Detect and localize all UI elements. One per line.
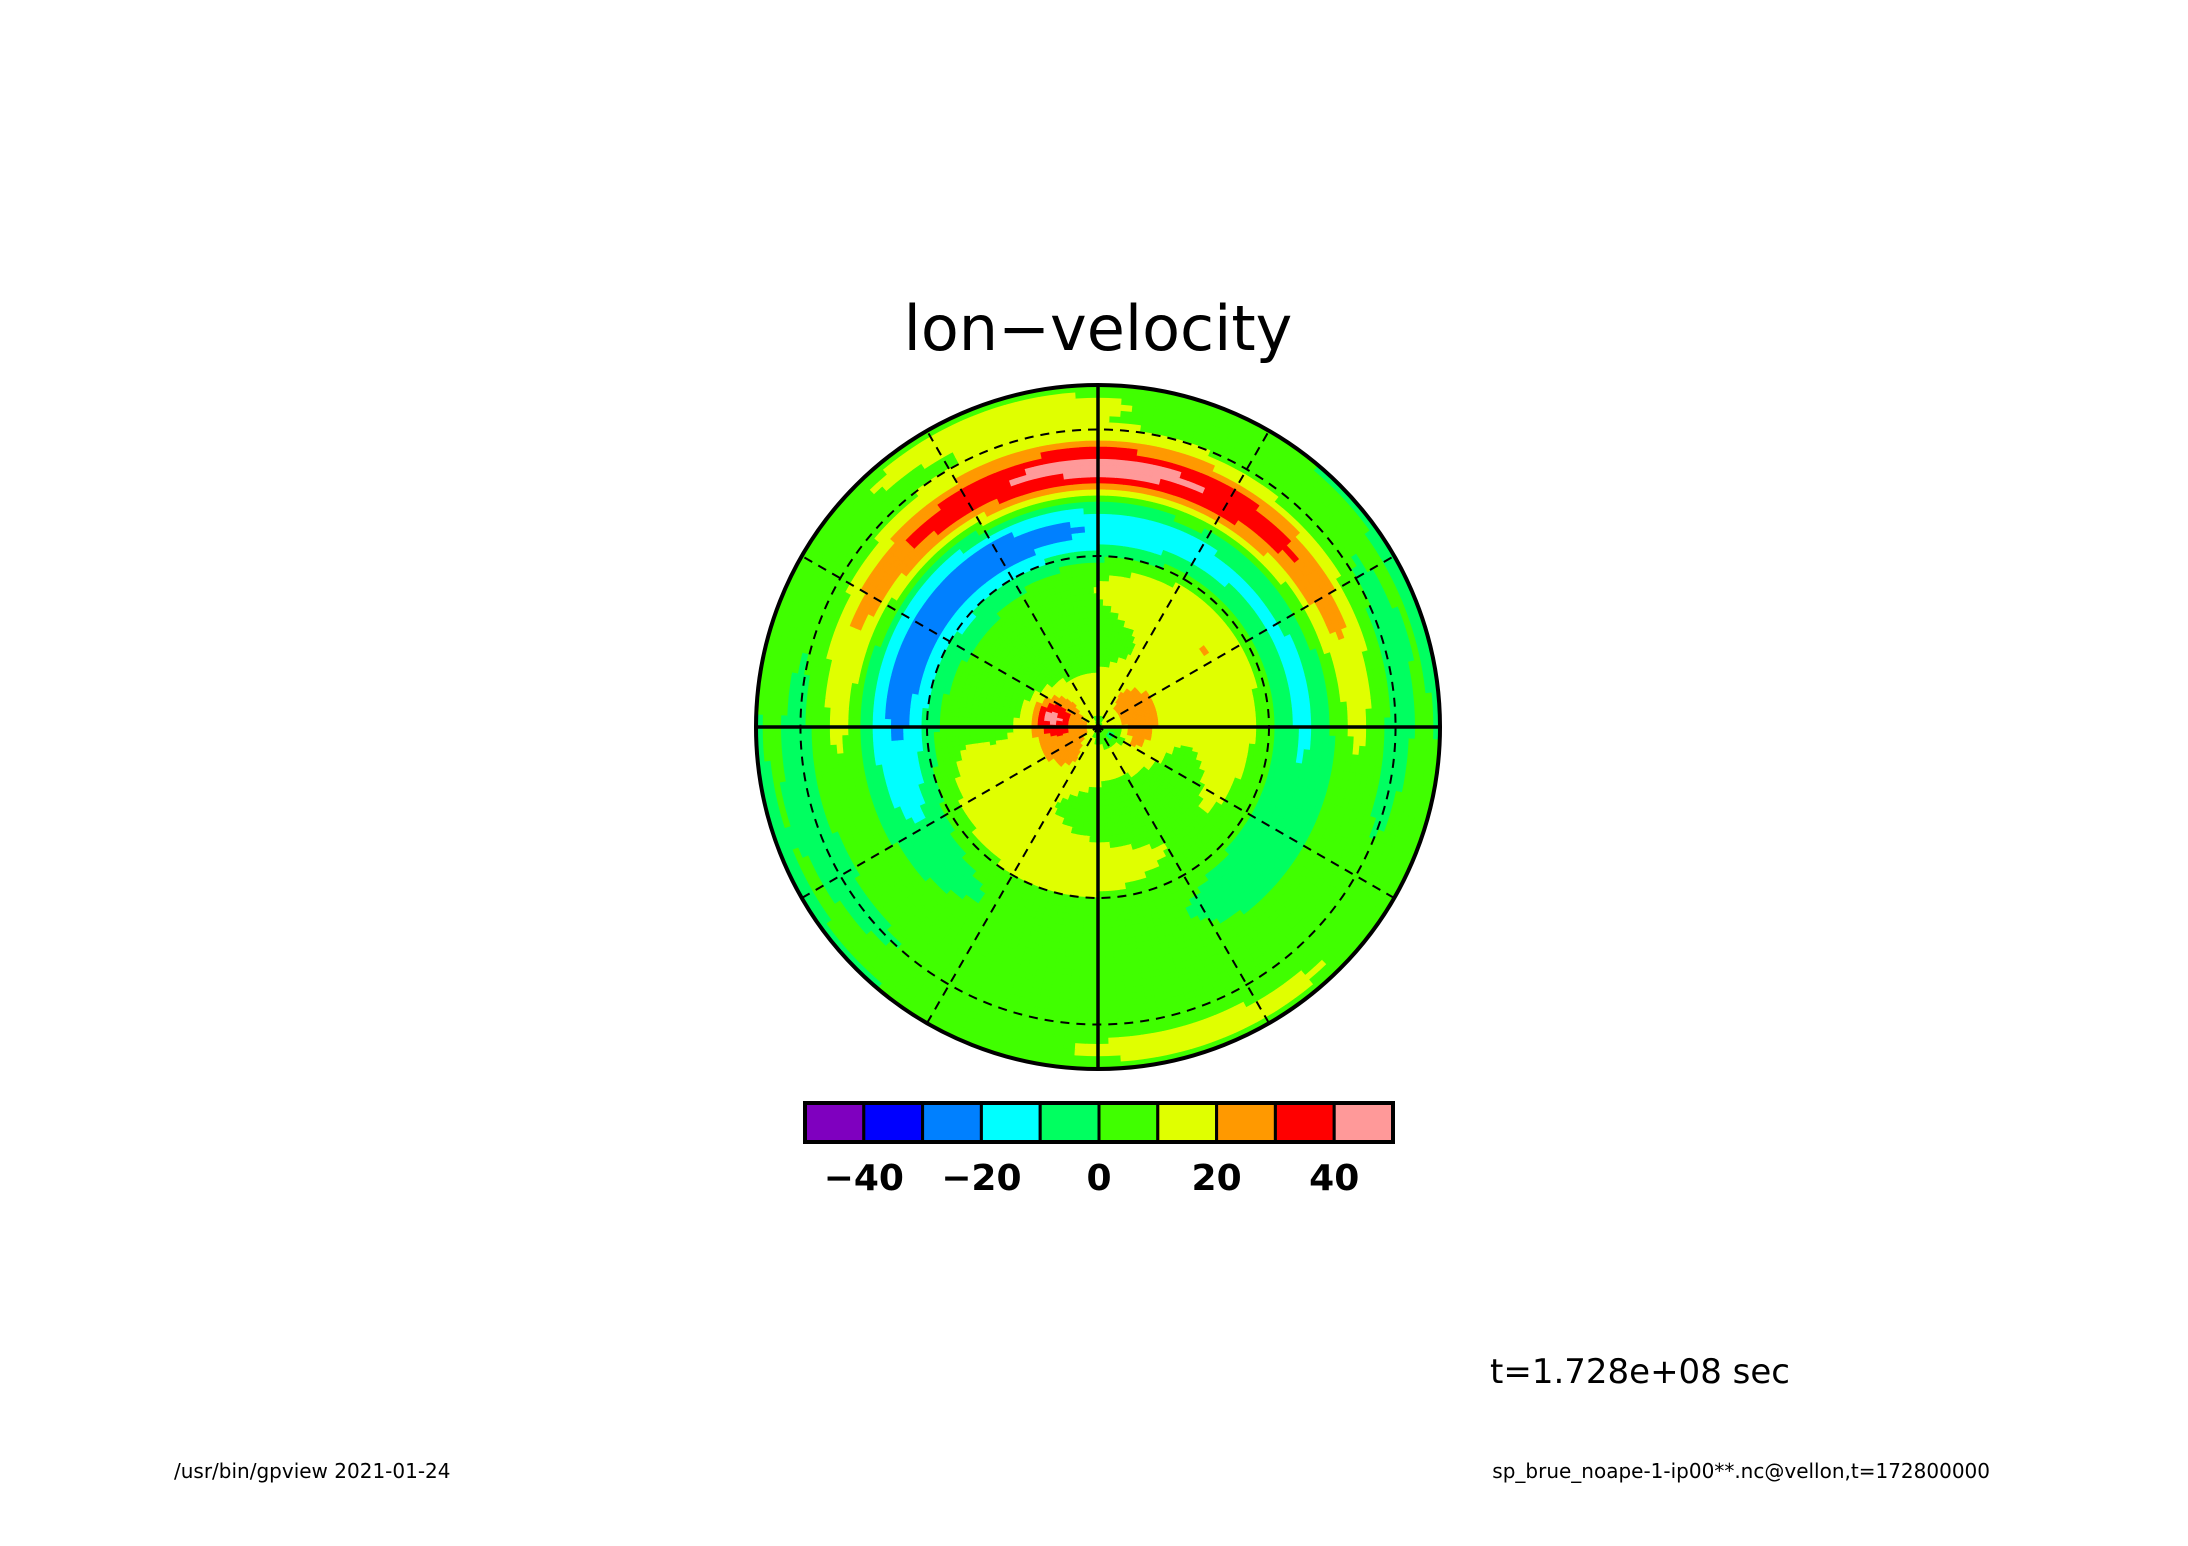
field-cell xyxy=(1086,878,1094,887)
polar-plot xyxy=(754,383,1442,1071)
field-cell xyxy=(1102,573,1110,582)
chart-title: lon−velocity xyxy=(904,292,1293,365)
field-cell xyxy=(1102,561,1111,570)
field-cell xyxy=(1102,567,1110,576)
field-cell xyxy=(1086,872,1094,881)
field-cell xyxy=(1243,731,1252,739)
field-cell xyxy=(950,716,959,723)
field-cell xyxy=(1085,884,1094,893)
field-cell xyxy=(1255,731,1264,740)
field-cell xyxy=(1237,731,1246,738)
field-cell xyxy=(1249,731,1258,739)
field-cell xyxy=(938,715,947,723)
field-cell xyxy=(944,715,953,723)
field-cell xyxy=(932,714,941,723)
field-cell xyxy=(1102,579,1109,588)
field-cell xyxy=(1087,866,1094,875)
